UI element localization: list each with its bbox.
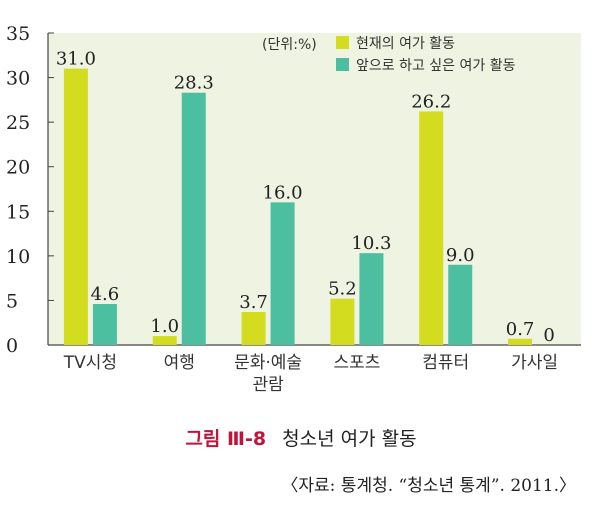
x-category-label: TV시청 (63, 353, 117, 373)
bar-current (508, 338, 533, 345)
bar-desired (92, 303, 117, 345)
bar-current (330, 298, 355, 345)
x-axis-categories: TV시청 여행 문화·예술 관람 스포츠 컴퓨터 가사일 (63, 353, 558, 395)
bars: 31.0 4.6 1.0 28.3 3.7 16.0 5.2 10.3 26.2 9.0 0.7 0 (56, 49, 555, 346)
bar-chart: 0 5 10 15 20 25 30 35 31.0 4.6 1.0 28.3 3.7 16.0 5.2 1… (6, 23, 581, 395)
bar-desired (448, 264, 473, 345)
figure-title: 청소년 여가 활동 (282, 428, 417, 450)
bar-current (419, 111, 444, 346)
data-label: 4.6 (91, 284, 120, 305)
data-label: 0.7 (506, 319, 535, 340)
bar-desired (270, 202, 295, 345)
data-label: 1.0 (150, 316, 179, 337)
data-label: 9.0 (446, 245, 475, 266)
source-note: 〈자료: 통계청. “청소년 통계”. 2011.〉 (281, 476, 576, 496)
bar-current (241, 312, 266, 345)
x-category-label: 컴퓨터 (422, 353, 469, 373)
legend-swatch (336, 36, 349, 49)
bar-current (63, 68, 88, 346)
x-category-label: 여행 (164, 353, 195, 373)
figure-caption: 그림 Ⅲ-8 청소년 여가 활동 (0, 424, 602, 451)
data-label: 10.3 (351, 233, 391, 254)
data-label: 3.7 (239, 292, 268, 313)
x-category-label: 스포츠 (333, 353, 380, 373)
x-category-label: 가사일 (511, 353, 558, 373)
y-tick-label: 10 (6, 246, 30, 268)
bar-desired (181, 92, 206, 346)
plot-background (48, 33, 581, 345)
y-tick-label: 20 (6, 157, 30, 179)
legend-label: 앞으로 하고 싶은 여가 활동 (356, 58, 516, 74)
data-label: 16.0 (263, 182, 303, 203)
y-tick-label: 15 (6, 201, 30, 223)
legend-label: 현재의 여가 활동 (356, 36, 455, 52)
bar-current (152, 336, 177, 345)
y-axis: 0 5 10 15 20 25 30 35 (6, 23, 581, 357)
x-category-label: 문화·예술 관람 (234, 353, 302, 395)
data-label: 31.0 (56, 49, 96, 70)
y-tick-label: 5 (6, 290, 18, 312)
y-tick-label: 25 (6, 112, 30, 134)
data-label: 0 (543, 325, 554, 346)
figure-number: 그림 Ⅲ-8 (185, 428, 267, 450)
data-label: 28.3 (174, 73, 214, 94)
data-label: 5.2 (328, 279, 357, 300)
data-label: 26.2 (411, 91, 451, 112)
unit-note: (단위:%) (262, 37, 317, 53)
y-tick-label: 30 (6, 68, 30, 90)
y-tick-label: 0 (6, 335, 18, 357)
bar-desired (359, 253, 384, 345)
y-tick-label: 35 (6, 23, 30, 45)
legend-swatch (336, 58, 349, 71)
